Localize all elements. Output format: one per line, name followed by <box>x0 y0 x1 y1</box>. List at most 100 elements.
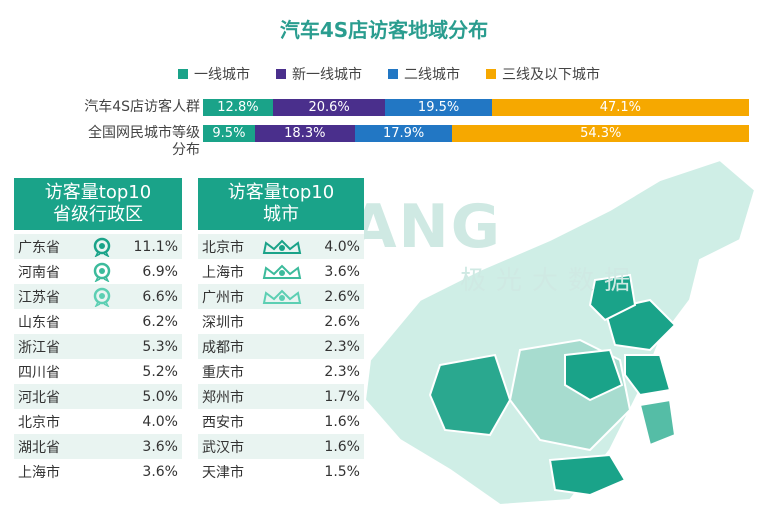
list-item-value: 1.6% <box>324 438 360 455</box>
list-item-name: 成都市 <box>202 339 244 356</box>
watermark-cn: 极光大数据 <box>460 266 641 296</box>
list-item-name: 河北省 <box>18 389 60 406</box>
bar-segment-tier3: 54.3% <box>452 125 749 142</box>
legend-item-newtier1: 新一线城市 <box>276 64 362 84</box>
crown-bronze-icon <box>262 289 302 305</box>
city-panel-header: 访客量top10 城市 <box>198 178 364 230</box>
list-item: 浙江省 5.3% <box>14 334 182 359</box>
list-item-name: 上海市 <box>18 464 60 481</box>
list-item-value: 3.6% <box>142 463 178 480</box>
list-item-name: 郑州市 <box>202 389 244 406</box>
stacked-bar-visitors: 12.8% 20.6% 19.5% 47.1% <box>203 99 749 116</box>
list-item: 湖北省 3.6% <box>14 434 182 459</box>
list-item-value: 2.3% <box>324 363 360 380</box>
list-item-value: 2.3% <box>324 338 360 355</box>
list-item: 北京市 4.0% <box>198 234 364 259</box>
list-item: 成都市 2.3% <box>198 334 364 359</box>
list-item-value: 6.6% <box>142 288 178 305</box>
list-item-name: 广东省 <box>18 239 60 256</box>
list-item-value: 5.3% <box>142 338 178 355</box>
bar-segment-newtier1: 20.6% <box>272 99 386 116</box>
list-item-name: 武汉市 <box>202 439 244 456</box>
map-region-jiangsu <box>624 354 672 397</box>
map-region-shandong <box>603 298 677 352</box>
legend-swatch <box>388 69 398 79</box>
list-item-value: 2.6% <box>324 313 360 330</box>
list-item: 广州市 2.6% <box>198 284 364 309</box>
province-list: 广东省 11.1% 河南省 6.9% 江苏省 6.6% 山东省 6.2% 浙江省 5.3% 四川省 5… <box>14 234 182 484</box>
list-item-name: 天津市 <box>202 464 244 481</box>
map-region-sichuan <box>428 353 512 437</box>
legend-item-tier3: 三线及以下城市 <box>486 64 600 84</box>
map-region-hebei <box>588 273 637 322</box>
list-item-value: 6.2% <box>142 313 178 330</box>
medal-silver-icon <box>92 262 112 282</box>
chart-title: 汽车4S店访客地域分布 <box>279 18 489 42</box>
list-item-name: 江苏省 <box>18 289 60 306</box>
list-item-name: 重庆市 <box>202 364 244 381</box>
list-item-name: 河南省 <box>18 264 60 281</box>
bar-row-label-visitors: 汽车4S店访客人群 <box>84 99 200 115</box>
list-item: 西安市 1.6% <box>198 409 364 434</box>
list-item: 武汉市 1.6% <box>198 434 364 459</box>
legend-swatch <box>178 69 188 79</box>
list-item-value: 11.1% <box>133 238 178 255</box>
legend-swatch <box>486 69 496 79</box>
list-item-value: 5.0% <box>142 388 178 405</box>
legend-label: 二线城市 <box>404 67 460 83</box>
stacked-bar-national: 9.5% 18.3% 17.9% 54.3% <box>203 125 749 142</box>
bar-segment-tier3: 47.1% <box>491 99 749 116</box>
list-item-value: 2.6% <box>324 288 360 305</box>
bar-segment-tier2: 17.9% <box>354 125 453 142</box>
crown-silver-icon <box>262 264 302 280</box>
list-item-value: 1.7% <box>324 388 360 405</box>
list-item: 河南省 6.9% <box>14 259 182 284</box>
list-item: 四川省 5.2% <box>14 359 182 384</box>
list-item-value: 3.6% <box>142 438 178 455</box>
medal-gold-icon <box>92 237 112 257</box>
list-item: 天津市 1.5% <box>198 459 364 484</box>
list-item-name: 北京市 <box>202 239 244 256</box>
bar-segment-tier2: 19.5% <box>385 99 492 116</box>
china-map <box>363 158 757 507</box>
list-item-name: 广州市 <box>202 289 244 306</box>
legend-item-tier1: 一线城市 <box>178 64 250 84</box>
crown-gold-icon <box>262 239 302 255</box>
list-item: 上海市 3.6% <box>14 459 182 484</box>
list-item: 山东省 6.2% <box>14 309 182 334</box>
list-item: 广东省 11.1% <box>14 234 182 259</box>
city-panel: 访客量top10 城市 北京市 4.0% 上海市 3.6% 广州市 2.6% 深圳市 2.6%… <box>198 178 364 484</box>
bar-row-label-national: 全国网民城市等级 分布 <box>88 125 200 158</box>
list-item: 上海市 3.6% <box>198 259 364 284</box>
list-item-value: 3.6% <box>324 263 360 280</box>
list-item-name: 深圳市 <box>202 314 244 331</box>
city-list: 北京市 4.0% 上海市 3.6% 广州市 2.6% 深圳市 2.6% 成都市 2.3% 重庆市 2.… <box>198 234 364 484</box>
province-panel: 访客量top10 省级行政区 广东省 11.1% 河南省 6.9% 江苏省 6.6% 山东省… <box>14 178 182 484</box>
bar-segment-newtier1: 18.3% <box>254 125 355 142</box>
list-item-name: 浙江省 <box>18 339 60 356</box>
list-item-name: 上海市 <box>202 264 244 281</box>
map-region-zhejiang <box>638 398 677 447</box>
list-item-value: 6.9% <box>142 263 178 280</box>
legend-swatch <box>276 69 286 79</box>
province-panel-header: 访客量top10 省级行政区 <box>14 178 182 230</box>
list-item-value: 4.0% <box>142 413 178 430</box>
list-item-name: 湖北省 <box>18 439 60 456</box>
list-item-name: 山东省 <box>18 314 60 331</box>
legend-label: 三线及以下城市 <box>502 67 600 83</box>
list-item: 重庆市 2.3% <box>198 359 364 384</box>
list-item-name: 四川省 <box>18 364 60 381</box>
list-item: 郑州市 1.7% <box>198 384 364 409</box>
legend-label: 一线城市 <box>194 67 250 83</box>
list-item: 河北省 5.0% <box>14 384 182 409</box>
bar-segment-tier1: 9.5% <box>203 125 255 142</box>
list-item-name: 西安市 <box>202 414 244 431</box>
legend-label: 新一线城市 <box>292 67 362 83</box>
medal-bronze-icon <box>92 287 112 307</box>
list-item: 江苏省 6.6% <box>14 284 182 309</box>
bar-segment-tier1: 12.8% <box>203 99 273 116</box>
legend: 一线城市 新一线城市 二线城市 三线及以下城市 <box>178 64 738 84</box>
list-item-value: 1.6% <box>324 413 360 430</box>
list-item-value: 4.0% <box>324 238 360 255</box>
map-region-henan <box>564 348 624 402</box>
